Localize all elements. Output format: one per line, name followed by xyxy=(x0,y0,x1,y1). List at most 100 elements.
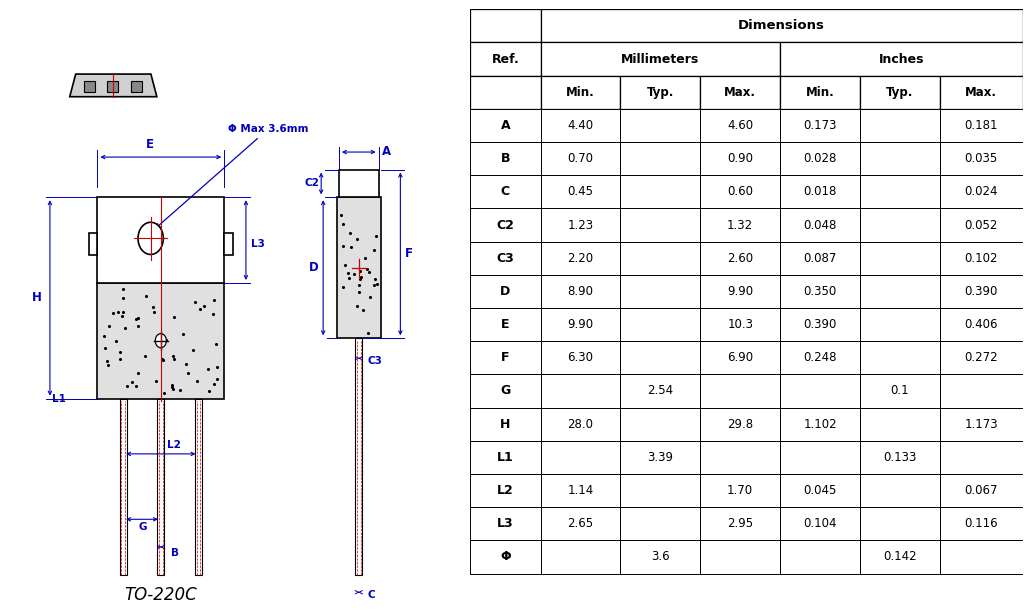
Bar xyxy=(470,375,540,408)
Bar xyxy=(621,507,700,540)
Bar xyxy=(859,540,940,573)
Bar xyxy=(700,175,780,208)
Bar xyxy=(621,474,700,507)
Bar xyxy=(470,341,540,375)
Point xyxy=(368,231,384,241)
Text: 3.6: 3.6 xyxy=(651,551,669,564)
Text: 2.65: 2.65 xyxy=(567,517,594,530)
Bar xyxy=(700,241,780,275)
Point xyxy=(366,280,382,290)
Circle shape xyxy=(138,222,163,254)
Point xyxy=(350,280,367,290)
Text: F: F xyxy=(501,351,509,364)
Text: 0.60: 0.60 xyxy=(727,185,753,198)
Bar xyxy=(859,507,940,540)
Bar xyxy=(940,142,1023,175)
Text: D: D xyxy=(309,261,319,274)
Bar xyxy=(621,341,700,375)
Bar xyxy=(780,375,859,408)
Bar xyxy=(940,208,1023,241)
Text: 9.90: 9.90 xyxy=(567,318,594,331)
Text: C2: C2 xyxy=(497,219,514,232)
Bar xyxy=(780,308,859,341)
Bar xyxy=(700,408,780,441)
Point xyxy=(115,307,131,317)
Point xyxy=(164,381,181,391)
Bar xyxy=(859,109,940,142)
Text: L3: L3 xyxy=(251,240,264,249)
Text: 0.102: 0.102 xyxy=(965,252,998,265)
Text: Min.: Min. xyxy=(806,86,835,99)
Point xyxy=(156,388,173,398)
Text: 1.70: 1.70 xyxy=(727,484,753,497)
Bar xyxy=(355,338,363,575)
Bar xyxy=(540,109,621,142)
Bar xyxy=(470,175,540,208)
Bar xyxy=(470,208,540,241)
Point xyxy=(351,274,368,284)
Text: Max.: Max. xyxy=(965,86,997,99)
Bar xyxy=(859,408,940,441)
Bar xyxy=(97,283,224,399)
Point xyxy=(112,354,128,364)
Point xyxy=(136,351,153,360)
Bar xyxy=(540,507,621,540)
Point xyxy=(358,264,375,274)
Bar xyxy=(540,43,780,76)
Bar xyxy=(780,408,859,441)
Bar xyxy=(940,540,1023,573)
Bar xyxy=(859,275,940,308)
Point xyxy=(208,339,224,349)
Bar xyxy=(780,540,859,573)
Text: Typ.: Typ. xyxy=(886,86,913,99)
Point xyxy=(343,242,359,252)
Point xyxy=(129,314,146,323)
Text: 0.045: 0.045 xyxy=(804,484,837,497)
Point xyxy=(124,377,140,387)
Text: 0.70: 0.70 xyxy=(567,152,594,165)
Bar xyxy=(470,474,540,507)
Bar xyxy=(780,507,859,540)
Text: 0.350: 0.350 xyxy=(804,285,837,298)
Point xyxy=(352,265,369,275)
Bar xyxy=(940,241,1023,275)
Point xyxy=(164,384,181,394)
Bar xyxy=(940,375,1023,408)
Bar xyxy=(859,208,940,241)
Text: 4.60: 4.60 xyxy=(727,119,753,132)
Text: 28.0: 28.0 xyxy=(567,418,594,431)
Text: 4.40: 4.40 xyxy=(567,119,594,132)
Bar xyxy=(470,241,540,275)
Text: E: E xyxy=(501,318,509,331)
Bar xyxy=(621,375,700,408)
Bar xyxy=(337,197,380,338)
Text: D: D xyxy=(500,285,510,298)
Point xyxy=(346,269,363,279)
Point xyxy=(97,344,114,354)
Point xyxy=(354,305,371,315)
Bar xyxy=(540,9,1023,43)
Text: G: G xyxy=(500,384,510,397)
Point xyxy=(146,307,162,317)
Point xyxy=(348,301,365,311)
Text: 0.1: 0.1 xyxy=(890,384,909,397)
Point xyxy=(129,368,146,378)
Text: 0.390: 0.390 xyxy=(965,285,998,298)
Bar xyxy=(157,399,164,575)
Point xyxy=(196,301,213,311)
Point xyxy=(350,287,367,297)
Point xyxy=(171,385,188,395)
Text: 0.272: 0.272 xyxy=(965,351,998,364)
Point xyxy=(209,362,225,372)
Point xyxy=(341,273,357,283)
Text: 8.90: 8.90 xyxy=(567,285,594,298)
Text: L2: L2 xyxy=(497,484,513,497)
Bar xyxy=(859,142,940,175)
Text: 2.54: 2.54 xyxy=(648,384,674,397)
Point xyxy=(128,381,145,391)
Bar xyxy=(540,341,621,375)
Text: 0.087: 0.087 xyxy=(804,252,837,265)
Bar xyxy=(940,275,1023,308)
Text: TO-220C: TO-220C xyxy=(124,586,197,604)
Text: 1.173: 1.173 xyxy=(965,418,998,431)
